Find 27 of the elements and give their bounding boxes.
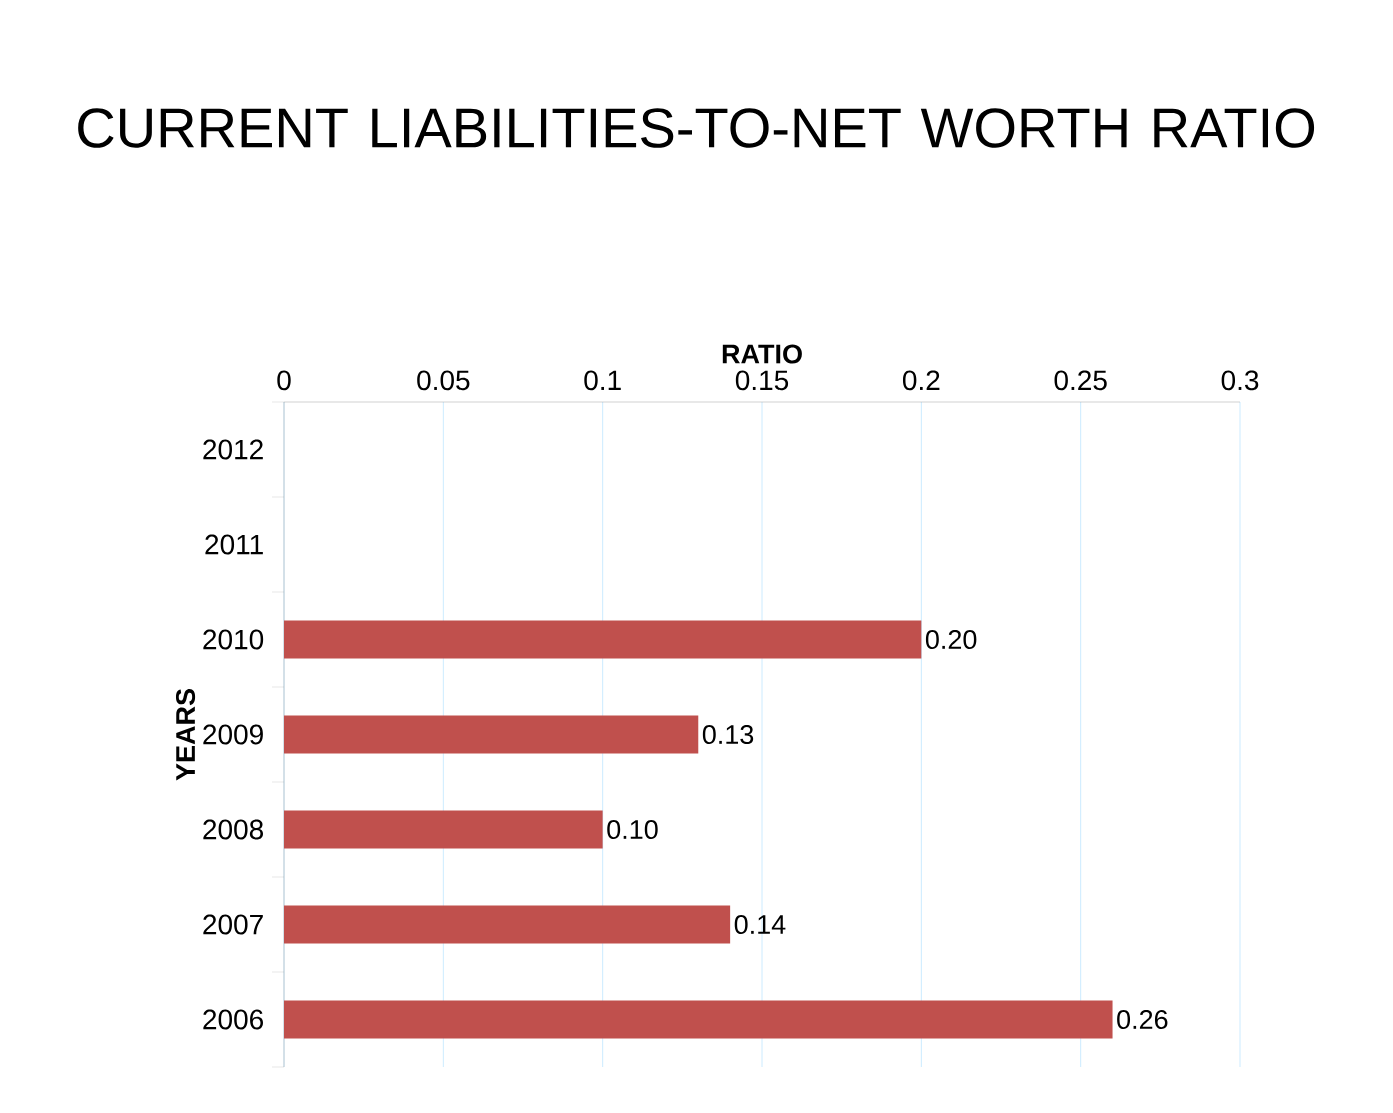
data-label: 0.20	[925, 629, 977, 650]
chart-title: CURRENT LIABILITIES-TO-NET WORTH RATIO	[78, 108, 1315, 148]
x-tick-label: 0.05	[417, 370, 470, 391]
y-tick-label: 2012	[203, 439, 263, 460]
y-axis-title: YEARS	[175, 689, 196, 781]
bar	[284, 905, 731, 944]
x-tick-label: 0	[277, 370, 291, 391]
x-axis-title: RATIO	[722, 344, 802, 364]
y-tick-label: 2011	[205, 534, 263, 555]
y-tick-label: 2008	[203, 819, 263, 840]
x-tick-label: 0.2	[902, 370, 940, 391]
bar	[284, 810, 603, 849]
y-tick-label: 2007	[203, 914, 263, 935]
y-tick-label: 2010	[203, 629, 264, 650]
bar	[284, 1000, 1113, 1039]
data-label: 0.10	[607, 819, 658, 840]
y-tick-label: 2006	[203, 1009, 263, 1030]
x-tick-label: 0.3	[1221, 370, 1259, 391]
x-tick-label: 0.15	[735, 370, 789, 391]
x-tick-label: 0.1	[584, 370, 621, 391]
bar	[284, 620, 922, 659]
bar	[284, 715, 699, 754]
data-label: 0.14	[734, 914, 786, 935]
data-label: 0.26	[1117, 1009, 1168, 1030]
x-tick-label: 0.25	[1054, 370, 1107, 391]
y-tick-label: 2009	[203, 724, 263, 745]
data-label: 0.13	[702, 724, 754, 745]
